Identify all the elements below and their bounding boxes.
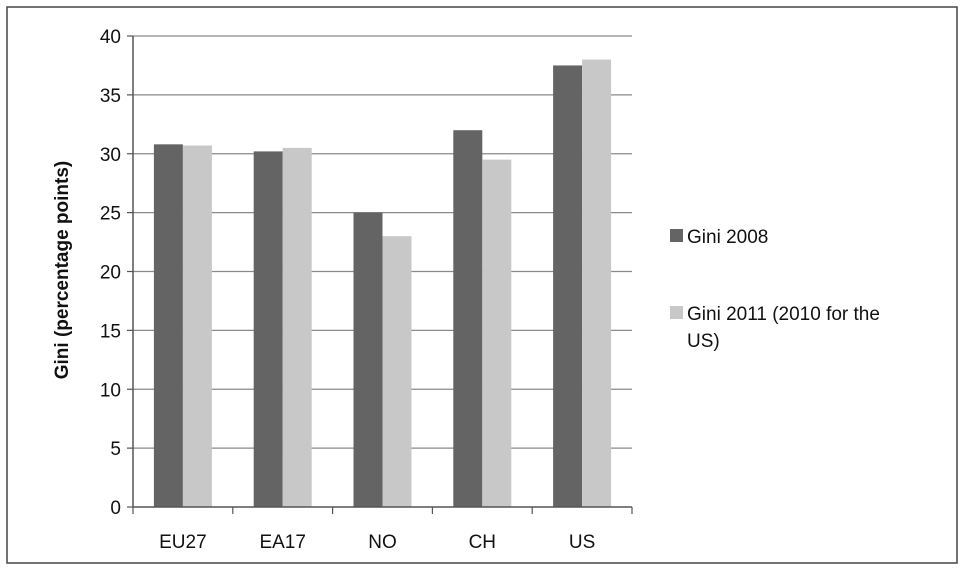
- x-category-label: US: [569, 532, 595, 553]
- legend: Gini 2008 Gini 2011 (2010 for the US): [670, 227, 880, 352]
- bar-gini-2008-ch: [453, 130, 483, 507]
- x-category-label: CH: [469, 532, 496, 553]
- y-axis-label: Gini (percentage points): [52, 161, 73, 380]
- y-axis-ticks: 0 5 10 15 20 25 30 35 40: [100, 27, 133, 519]
- chart-border: [6, 6, 958, 564]
- bar-gini-2008-no: [353, 212, 383, 507]
- legend-label: Gini 2008: [687, 227, 768, 248]
- y-tick-label: 25: [100, 204, 121, 225]
- legend-swatch: [670, 229, 683, 242]
- legend-swatch: [670, 306, 683, 319]
- bar-gini-2011-eu27: [182, 145, 212, 507]
- y-tick-label: 40: [100, 27, 121, 48]
- bar-gini-2011-ea17: [282, 147, 312, 508]
- bar-gini-2008-eu27: [153, 144, 183, 507]
- y-tick-label: 30: [100, 145, 121, 166]
- y-tick-label: 35: [100, 86, 121, 107]
- bar-gini-2011-us: [582, 59, 612, 508]
- y-tick-label: 0: [110, 498, 121, 519]
- bar-gini-2008-us: [553, 65, 583, 507]
- x-category-label: EA17: [259, 532, 305, 553]
- axes: [132, 36, 633, 514]
- x-category-label: NO: [368, 532, 397, 553]
- bar-gini-2011-no: [382, 236, 412, 508]
- x-axis-labels: EU27 EA17 NO CH US: [159, 532, 595, 553]
- y-tick-label: 10: [100, 380, 121, 401]
- gridlines: [133, 35, 632, 449]
- y-tick-label: 20: [100, 263, 121, 284]
- bar-gini-2008-ea17: [253, 151, 283, 507]
- y-tick-label: 5: [110, 439, 121, 460]
- x-category-label: EU27: [159, 532, 207, 553]
- y-tick-label: 15: [100, 321, 121, 342]
- bars-group: [153, 59, 612, 508]
- legend-label: Gini 2011 (2010 for the: [687, 304, 880, 325]
- bar-gini-2011-ch: [482, 159, 512, 507]
- legend-label: US): [687, 331, 720, 352]
